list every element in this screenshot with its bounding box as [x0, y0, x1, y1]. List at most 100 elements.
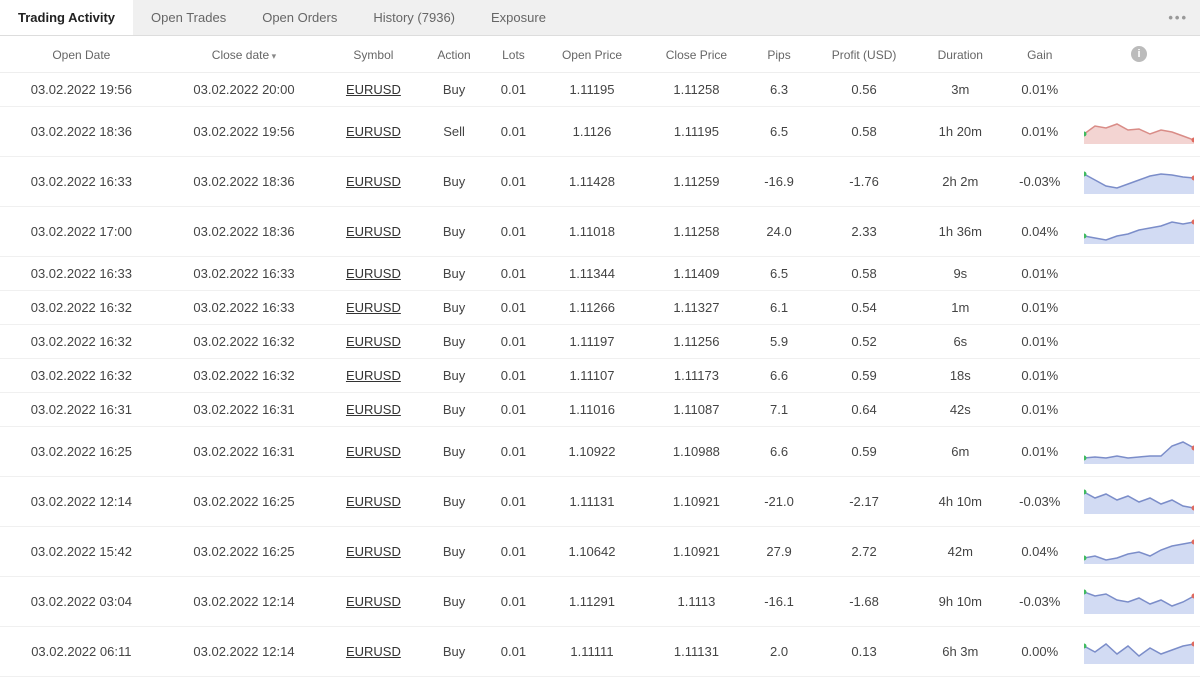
symbol-link[interactable]: EURUSD [346, 124, 401, 139]
cell-chart [1078, 359, 1200, 393]
table-body: 03.02.2022 19:5603.02.2022 20:00EURUSDBu… [0, 73, 1200, 677]
cell-chart [1078, 527, 1200, 577]
symbol-link[interactable]: EURUSD [346, 444, 401, 459]
cell-lots: 0.01 [487, 427, 541, 477]
cell-close-price: 1.11195 [644, 107, 749, 157]
cell-open-date: 03.02.2022 16:32 [0, 359, 163, 393]
cell-profit: -1.68 [809, 577, 919, 627]
cell-open-date: 03.02.2022 15:42 [0, 527, 163, 577]
cell-chart [1078, 325, 1200, 359]
cell-open-date: 03.02.2022 16:33 [0, 157, 163, 207]
cell-profit: 0.58 [809, 257, 919, 291]
col-chart: i [1078, 36, 1200, 73]
cell-lots: 0.01 [487, 157, 541, 207]
cell-open-price: 1.11291 [540, 577, 643, 627]
cell-symbol: EURUSD [325, 359, 421, 393]
col-pips[interactable]: Pips [749, 36, 809, 73]
cell-open-price: 1.11197 [540, 325, 643, 359]
more-icon[interactable]: ••• [1156, 2, 1200, 33]
symbol-link[interactable]: EURUSD [346, 82, 401, 97]
cell-close-date: 03.02.2022 16:25 [163, 477, 326, 527]
col-open-price[interactable]: Open Price [540, 36, 643, 73]
cell-action: Sell [421, 107, 486, 157]
info-icon[interactable]: i [1131, 46, 1147, 62]
sparkline [1084, 166, 1194, 194]
cell-close-price: 1.10988 [644, 427, 749, 477]
cell-close-price: 1.11087 [644, 393, 749, 427]
table-row: 03.02.2022 16:3103.02.2022 16:31EURUSDBu… [0, 393, 1200, 427]
cell-symbol: EURUSD [325, 393, 421, 427]
cell-symbol: EURUSD [325, 73, 421, 107]
cell-chart [1078, 291, 1200, 325]
cell-symbol: EURUSD [325, 291, 421, 325]
cell-duration: 3m [919, 73, 1001, 107]
tab[interactable]: Trading Activity [0, 0, 133, 35]
cell-close-date: 03.02.2022 18:36 [163, 207, 326, 257]
symbol-link[interactable]: EURUSD [346, 544, 401, 559]
cell-duration: 1h 20m [919, 107, 1001, 157]
symbol-link[interactable]: EURUSD [346, 494, 401, 509]
table-head: Open Date Close date Symbol Action Lots … [0, 36, 1200, 73]
table-row: 03.02.2022 16:3203.02.2022 16:32EURUSDBu… [0, 325, 1200, 359]
col-gain[interactable]: Gain [1002, 36, 1078, 73]
cell-duration: 18s [919, 359, 1001, 393]
cell-lots: 0.01 [487, 107, 541, 157]
symbol-link[interactable]: EURUSD [346, 174, 401, 189]
cell-lots: 0.01 [487, 359, 541, 393]
symbol-link[interactable]: EURUSD [346, 224, 401, 239]
col-close-price[interactable]: Close Price [644, 36, 749, 73]
col-symbol[interactable]: Symbol [325, 36, 421, 73]
cell-pips: 5.9 [749, 325, 809, 359]
symbol-link[interactable]: EURUSD [346, 644, 401, 659]
cell-close-date: 03.02.2022 12:14 [163, 627, 326, 677]
cell-close-date: 03.02.2022 16:25 [163, 527, 326, 577]
cell-gain: 0.01% [1002, 393, 1078, 427]
cell-symbol: EURUSD [325, 107, 421, 157]
cell-lots: 0.01 [487, 207, 541, 257]
cell-gain: -0.03% [1002, 477, 1078, 527]
cell-symbol: EURUSD [325, 577, 421, 627]
col-duration[interactable]: Duration [919, 36, 1001, 73]
cell-action: Buy [421, 325, 486, 359]
cell-open-price: 1.10642 [540, 527, 643, 577]
cell-chart [1078, 577, 1200, 627]
cell-chart [1078, 477, 1200, 527]
cell-close-price: 1.11258 [644, 73, 749, 107]
cell-close-price: 1.11131 [644, 627, 749, 677]
cell-pips: 6.1 [749, 291, 809, 325]
cell-gain: -0.03% [1002, 577, 1078, 627]
cell-open-date: 03.02.2022 17:00 [0, 207, 163, 257]
cell-duration: 4h 10m [919, 477, 1001, 527]
col-open-date[interactable]: Open Date [0, 36, 163, 73]
symbol-link[interactable]: EURUSD [346, 402, 401, 417]
tab[interactable]: Exposure [473, 0, 564, 35]
cell-duration: 6h 3m [919, 627, 1001, 677]
tab[interactable]: Open Trades [133, 0, 244, 35]
cell-lots: 0.01 [487, 577, 541, 627]
symbol-link[interactable]: EURUSD [346, 300, 401, 315]
cell-open-price: 1.11428 [540, 157, 643, 207]
cell-duration: 42s [919, 393, 1001, 427]
table-row: 03.02.2022 16:3303.02.2022 16:33EURUSDBu… [0, 257, 1200, 291]
table-row: 03.02.2022 16:2503.02.2022 16:31EURUSDBu… [0, 427, 1200, 477]
col-profit[interactable]: Profit (USD) [809, 36, 919, 73]
symbol-link[interactable]: EURUSD [346, 368, 401, 383]
symbol-link[interactable]: EURUSD [346, 266, 401, 281]
cell-close-date: 03.02.2022 12:14 [163, 577, 326, 627]
cell-action: Buy [421, 627, 486, 677]
cell-duration: 6s [919, 325, 1001, 359]
symbol-link[interactable]: EURUSD [346, 594, 401, 609]
cell-gain: 0.01% [1002, 107, 1078, 157]
col-lots[interactable]: Lots [487, 36, 541, 73]
cell-duration: 9h 10m [919, 577, 1001, 627]
cell-close-date: 03.02.2022 20:00 [163, 73, 326, 107]
cell-symbol: EURUSD [325, 257, 421, 291]
cell-chart [1078, 207, 1200, 257]
tab[interactable]: Open Orders [244, 0, 355, 35]
tab[interactable]: History (7936) [355, 0, 473, 35]
table-row: 03.02.2022 15:4203.02.2022 16:25EURUSDBu… [0, 527, 1200, 577]
symbol-link[interactable]: EURUSD [346, 334, 401, 349]
col-close-date[interactable]: Close date [163, 36, 326, 73]
col-action[interactable]: Action [421, 36, 486, 73]
cell-gain: 0.04% [1002, 527, 1078, 577]
